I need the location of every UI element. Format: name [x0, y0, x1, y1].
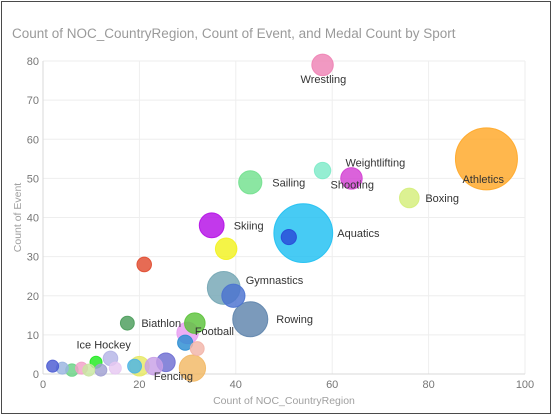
- bubble-label-gymnastics: Gymnastics: [246, 275, 304, 287]
- bubble-cluster-1[interactable]: [47, 360, 59, 372]
- bubble-label-rowing: Rowing: [276, 314, 313, 326]
- y-tick-label: 60: [27, 134, 39, 146]
- x-tick-label: 60: [326, 379, 338, 391]
- y-axis-label: Count of Event: [12, 183, 24, 253]
- bubble-label-football: Football: [195, 326, 234, 338]
- x-tick-label: 0: [40, 379, 46, 391]
- x-tick-label: 100: [516, 379, 534, 391]
- bubble-cluster-5[interactable]: [83, 364, 95, 376]
- y-tick-label: 30: [27, 252, 39, 264]
- x-tick-label: 40: [230, 379, 242, 391]
- bubble-blue-low[interactable]: [128, 359, 142, 373]
- bubble-label-weightlifting: Weightlifting: [345, 157, 405, 169]
- bubble-cluster-7[interactable]: [109, 362, 121, 374]
- bubble-label-skiing: Skiing: [234, 220, 264, 232]
- bubble-label-sailing: Sailing: [272, 177, 305, 189]
- y-tick-label: 80: [27, 56, 39, 68]
- bubble-label-boxing: Boxing: [425, 193, 459, 205]
- y-tick-label: 0: [33, 369, 39, 381]
- bubble-label-fencing: Fencing: [154, 371, 193, 383]
- y-tick-label: 10: [27, 330, 39, 342]
- bubble-gymnastics-2[interactable]: [222, 284, 245, 307]
- x-axis-label: Count of NOC_CountryRegion: [213, 395, 355, 407]
- bubble-label-athletics: Athletics: [462, 174, 504, 186]
- bubble-wrestling[interactable]: [312, 54, 333, 75]
- bubble-red[interactable]: [137, 257, 152, 272]
- bubble-label-aquatics: Aquatics: [337, 228, 380, 240]
- bubble-sailing[interactable]: [239, 171, 262, 194]
- bubble-cluster-6[interactable]: [95, 364, 107, 376]
- bubble-label-biathlon: Biathlon: [141, 318, 181, 330]
- bubble-biathlon[interactable]: [120, 316, 134, 330]
- y-tick-label: 70: [27, 95, 39, 107]
- bubble-skiing-2[interactable]: [215, 238, 236, 259]
- bubble-label-shooting: Shooting: [331, 180, 374, 192]
- bubble-label-ice-hockey: Ice Hockey: [76, 339, 131, 351]
- bubble-rowing[interactable]: [233, 302, 268, 337]
- bubble-aquatics-inner[interactable]: [281, 229, 296, 244]
- x-tick-label: 80: [422, 379, 434, 391]
- bubble-boxing[interactable]: [400, 188, 420, 208]
- y-tick-label: 40: [27, 213, 39, 225]
- bubble-shooting[interactable]: [314, 162, 330, 178]
- bubble-label-wrestling: Wrestling: [301, 74, 347, 86]
- y-tick-label: 20: [27, 291, 39, 303]
- y-tick-label: 50: [27, 173, 39, 185]
- bubble-skiing[interactable]: [199, 213, 224, 238]
- bubble-pink[interactable]: [190, 342, 204, 356]
- x-tick-label: 20: [133, 379, 145, 391]
